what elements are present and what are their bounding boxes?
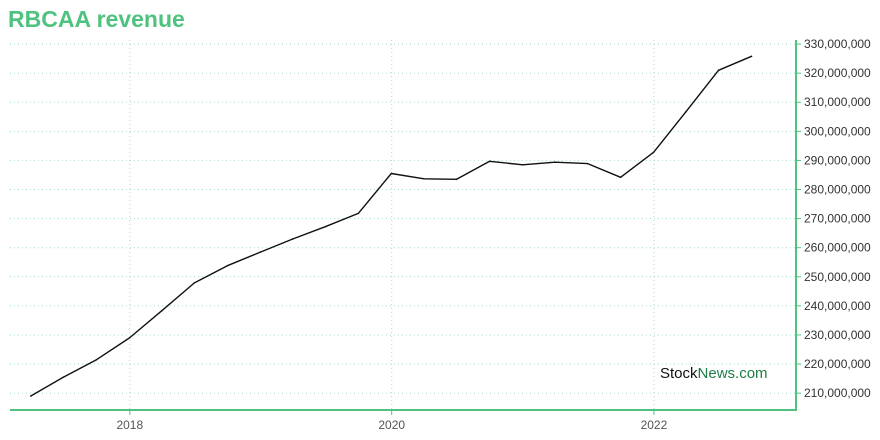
y-tick-label: 290,000,000 xyxy=(804,153,871,167)
tick-labels: 210,000,000 220,000,000 230,000,000 240,000… xyxy=(116,37,871,432)
y-tick-label: 220,000,000 xyxy=(804,357,871,371)
x-tick-label: 2020 xyxy=(378,418,405,432)
y-tick-label: 270,000,000 xyxy=(804,212,871,226)
data-point xyxy=(259,251,262,253)
data-point xyxy=(652,151,655,154)
data-point xyxy=(324,225,327,228)
data-point xyxy=(193,282,196,284)
chart-title: RBCAA revenue xyxy=(8,6,185,32)
y-tick-label: 330,000,000 xyxy=(804,37,871,51)
watermark-part-2: News.com xyxy=(697,365,768,382)
data-point xyxy=(30,395,32,397)
data-point xyxy=(160,310,163,312)
data-point xyxy=(226,264,229,267)
data-point xyxy=(521,163,524,166)
y-tick-label: 240,000,000 xyxy=(804,299,871,313)
data-point xyxy=(750,55,753,58)
series-group xyxy=(30,55,753,397)
data-point xyxy=(717,69,720,72)
data-point xyxy=(554,161,556,163)
data-point xyxy=(128,337,131,339)
y-tick-label: 300,000,000 xyxy=(804,124,871,138)
revenue-line xyxy=(30,55,752,397)
x-tick-label: 2022 xyxy=(641,418,668,432)
y-tick-label: 260,000,000 xyxy=(804,241,871,255)
data-point xyxy=(390,172,393,175)
watermark-part-1: Stock xyxy=(660,365,698,382)
data-point xyxy=(423,177,425,180)
data-point xyxy=(619,176,622,179)
y-tick-label: 280,000,000 xyxy=(804,183,871,197)
data-point xyxy=(95,358,98,361)
data-point xyxy=(62,376,65,378)
y-tick-label: 310,000,000 xyxy=(804,95,871,109)
data-point xyxy=(357,212,360,215)
data-point xyxy=(455,178,458,181)
data-point xyxy=(291,238,294,240)
axes xyxy=(10,40,801,415)
y-tick-label: 210,000,000 xyxy=(804,386,871,400)
y-tick-label: 320,000,000 xyxy=(804,66,871,80)
data-point xyxy=(488,160,491,163)
y-tick-label: 250,000,000 xyxy=(804,270,871,284)
x-tick-label: 2018 xyxy=(116,418,143,432)
y-tick-label: 230,000,000 xyxy=(804,328,871,342)
data-point xyxy=(685,111,687,113)
grid-lines xyxy=(10,40,796,410)
data-point xyxy=(586,162,589,165)
stocknews-watermark: StockNews.com xyxy=(660,365,768,382)
